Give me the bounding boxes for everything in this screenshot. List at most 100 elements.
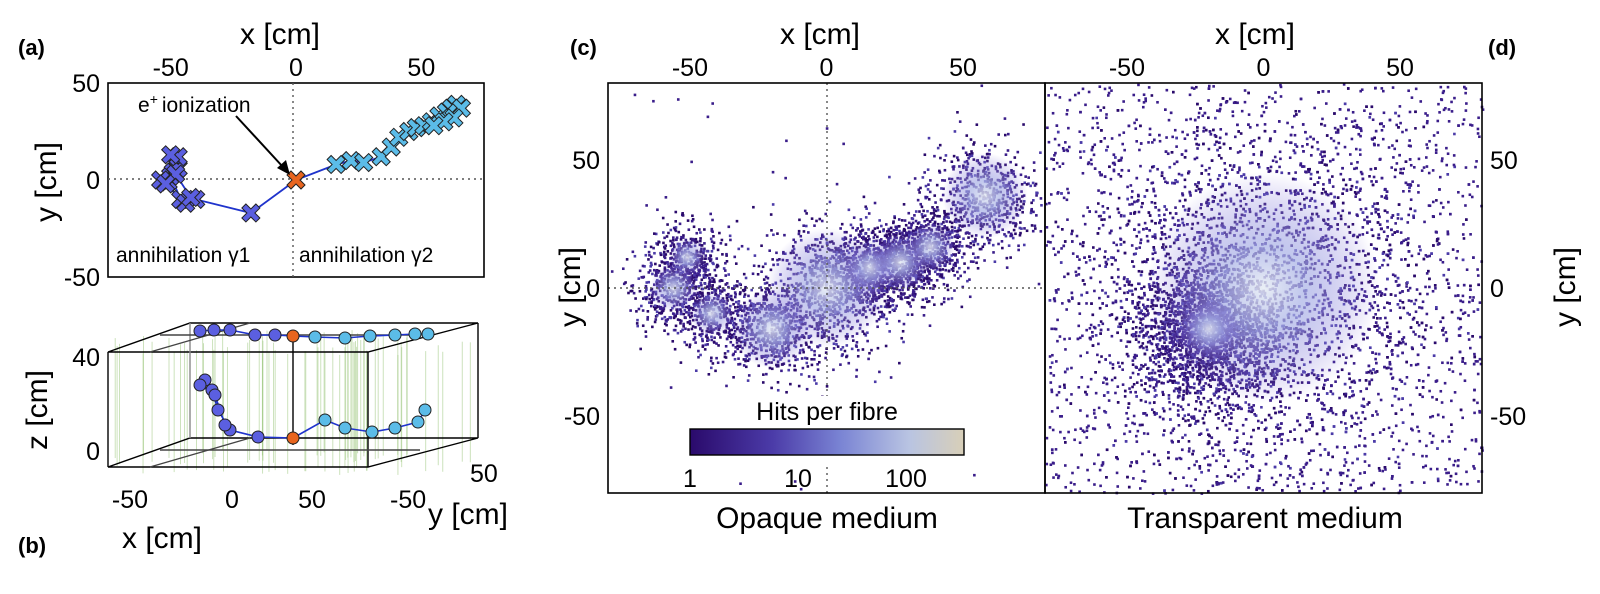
- hit-pixel: [640, 276, 643, 279]
- hit-pixel: [703, 268, 706, 271]
- hit-pixel: [682, 323, 685, 326]
- hit-pixel: [839, 227, 842, 230]
- hit-pixel: [758, 265, 761, 268]
- hit-pixel: [656, 314, 659, 317]
- hit-pixel: [702, 345, 705, 348]
- hit-pixel: [974, 238, 977, 241]
- scatter-point: [242, 204, 260, 222]
- hit-pixel: [931, 296, 934, 299]
- hit-pixel: [704, 276, 707, 279]
- hit-pixel: [1006, 257, 1009, 260]
- hit-pixel: [707, 116, 710, 119]
- hit-pixel: [667, 333, 670, 336]
- hit-pixel: [660, 253, 663, 256]
- a-ytick: 0: [86, 167, 100, 195]
- hit-pixel: [805, 225, 808, 228]
- hit-pixel: [679, 322, 682, 325]
- hit-pixel: [887, 295, 890, 298]
- hit-pixel: [656, 311, 659, 314]
- hit-pixel: [806, 388, 809, 391]
- hit-pixel: [951, 226, 954, 229]
- hit-pixel: [855, 369, 858, 372]
- hit-pixel: [1435, 199, 1438, 202]
- hit-pixel: [818, 361, 821, 364]
- hit-pixel: [724, 352, 727, 355]
- hit-pixel: [801, 357, 804, 360]
- a-ytick: 50: [72, 70, 100, 98]
- hit-pixel: [690, 161, 693, 164]
- hit-pixel: [813, 376, 816, 379]
- hit-pixel: [783, 234, 786, 237]
- hit-pixel: [700, 335, 703, 338]
- annotation-arrow: [236, 116, 283, 167]
- hit-pixel: [736, 280, 739, 283]
- hit-pixel: [813, 379, 816, 382]
- hit-pixel: [973, 241, 976, 244]
- hit-pixel: [676, 312, 679, 315]
- hit-pixel: [826, 385, 829, 388]
- hit-pixel: [813, 350, 816, 353]
- hit-pixel: [857, 349, 860, 352]
- hit-pixel: [745, 366, 748, 369]
- hit-pixel: [1230, 475, 1233, 478]
- hit-pixel: [928, 300, 931, 303]
- hit-pixel: [1033, 169, 1036, 172]
- hit-pixel: [648, 251, 651, 254]
- xtick: -50: [1109, 54, 1145, 82]
- hit-pixel: [862, 236, 865, 239]
- hit-pixel: [738, 283, 741, 286]
- hit-pixel: [710, 360, 713, 363]
- hit-pixel: [666, 318, 669, 321]
- hit-pixel: [900, 297, 903, 300]
- hit-pixel: [929, 324, 932, 327]
- b-xtick: -50: [112, 486, 148, 514]
- hit-pixel: [932, 216, 935, 219]
- hit-pixel: [802, 367, 805, 370]
- hit-pixel: [712, 362, 715, 365]
- hit-pixel: [744, 360, 747, 363]
- hit-pixel: [921, 306, 924, 309]
- hit-pixel: [800, 373, 803, 376]
- hit-pixel: [1004, 117, 1007, 120]
- a-ytick: -50: [64, 264, 100, 292]
- hit-pixel: [670, 229, 673, 232]
- hit-pixel: [907, 227, 910, 230]
- panel-a-ylabel: y [cm]: [30, 142, 63, 222]
- track-3d-point: [389, 422, 401, 434]
- hit-pixel: [672, 236, 675, 239]
- hit-pixel: [699, 237, 702, 240]
- hit-pixel: [845, 356, 848, 359]
- panel-label-c: (c): [570, 35, 597, 60]
- hit-pixel: [651, 273, 654, 276]
- hit-pixel: [980, 84, 983, 87]
- hit-pixel: [863, 196, 866, 199]
- hit-pixel: [704, 344, 707, 347]
- a-xtick: 0: [289, 54, 303, 82]
- hit-pixel: [645, 330, 648, 333]
- hit-pixel: [940, 187, 943, 190]
- hit-pixel: [867, 235, 870, 238]
- hit-pixel: [715, 274, 718, 277]
- hit-pixel: [712, 235, 715, 238]
- hit-pixel: [738, 300, 741, 303]
- hit-pixel: [907, 212, 910, 215]
- track-3d-point: [219, 419, 231, 431]
- b-xtick: 50: [298, 486, 326, 514]
- hit-pixel: [1013, 156, 1016, 159]
- hit-pixel: [1353, 362, 1356, 365]
- hit-pixel: [737, 248, 740, 251]
- hit-pixel: [887, 229, 890, 232]
- hit-pixel: [1373, 247, 1376, 250]
- hit-pixel: [865, 207, 868, 210]
- hit-pixel: [923, 171, 926, 174]
- panel-c-ylabel: y [cm]: [554, 247, 587, 327]
- hit-pixel: [611, 270, 614, 273]
- hit-pixel: [898, 218, 901, 221]
- hit-pixel: [798, 219, 801, 222]
- hit-pixel: [734, 358, 737, 361]
- hit-pixel: [858, 235, 861, 238]
- hit-pixel: [983, 243, 986, 246]
- hit-pixel: [972, 143, 975, 146]
- hit-pixel: [904, 296, 907, 299]
- hit-pixel: [1111, 263, 1114, 266]
